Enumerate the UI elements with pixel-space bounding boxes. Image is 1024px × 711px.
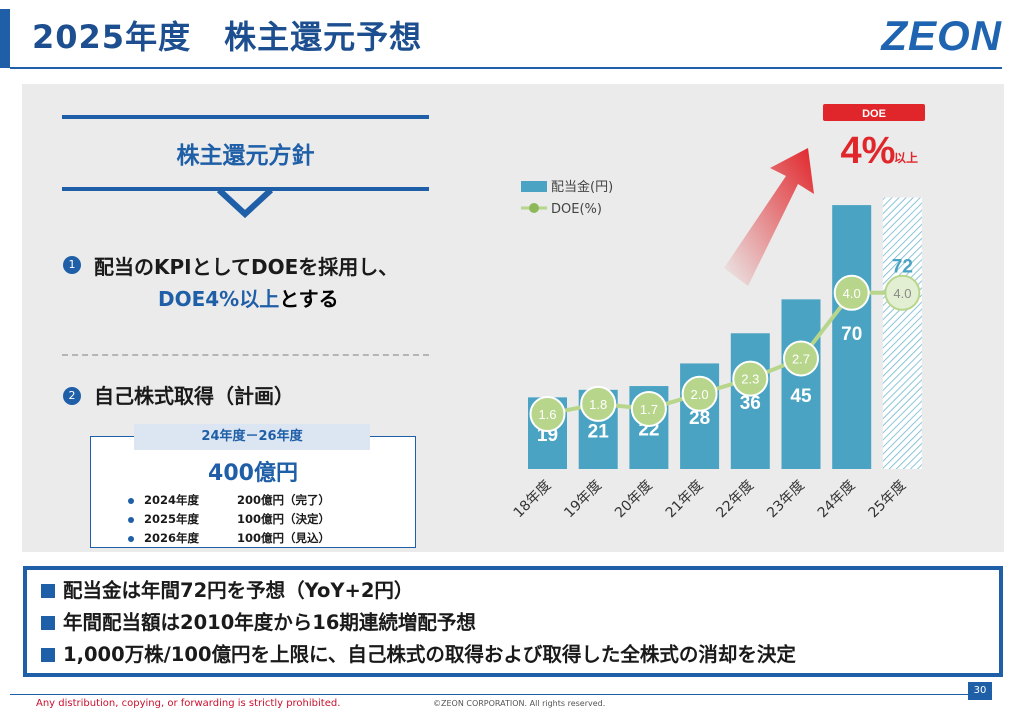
buyback-year: 2025年度 [144,512,200,526]
dividend-bar-forecast [882,197,922,469]
buyback-year: 2024年度 [144,493,200,507]
doe-point [833,274,870,311]
dividend-value-label: 70 [841,324,862,345]
dividend-value-label: 36 [740,393,761,414]
title-divider [10,67,1002,69]
buyback-amount: 100億円（決定） [237,512,331,526]
buyback-period: 24年度－26年度 [134,424,370,450]
doe-point [732,360,769,397]
page-number: 30 [968,682,992,700]
buyback-amount: 100億円（見込） [237,531,331,545]
x-tick-label: 23年度 [764,478,808,522]
buyback-total: 400億円 [208,461,298,486]
dividend-value-label: 28 [689,408,710,429]
buyback-row: 2024年度 200億円（完了） [128,492,330,508]
x-tick-label: 21年度 [663,478,707,522]
summary-text: 配当金は年間72円を予想（YoY+2円） [63,579,414,602]
doe-callout-value: 4% [841,130,896,172]
summary-text: 年間配当額は2010年度から16期連続増配予想 [63,611,476,634]
buyback-box [90,436,416,548]
policy-bottom-rule [62,187,429,191]
title-accent-bar [0,9,10,68]
summary-box: 配当金は年間72円を予想（YoY+2円） 年間配当額は2010年度から16期連続… [23,566,1003,677]
doe-badge [823,104,925,121]
policy-heading: 株主還元方針 [176,143,315,169]
doe-point [630,390,667,427]
doe-callout-suffix: 以上 [894,150,918,165]
distribution-notice: Any distribution, copying, or forwarding… [36,698,341,709]
doe-value-label: 1.6 [538,407,556,422]
buyback-amount: 200億円（完了） [237,493,331,507]
doe-value-label: 2.0 [691,387,709,402]
bullet-square [41,648,55,662]
x-tick-label: 19年度 [561,478,605,522]
doe-target-rest: とする [279,287,339,311]
doe-target-highlight: DOE4%以上 [158,287,280,311]
doe-point [783,340,819,377]
dividend-value-label: 72 [892,257,913,278]
doe-point [681,375,718,412]
bullet-dot [128,497,134,504]
doe-value-label: 2.7 [792,351,810,366]
bullet-square [41,616,55,630]
buyback-year: 2026年度 [144,531,200,545]
doe-value-label: 1.8 [589,397,607,412]
x-tick-label: 22年度 [713,478,757,522]
legend-marker-doe [529,203,539,213]
section-dashed-divider [62,354,429,356]
x-tick-label: 25年度 [866,478,910,522]
dividend-bar [781,299,821,469]
dividend-bar [832,205,872,469]
copyright: ©ZEON CORPORATION. All rights reserved. [433,699,606,708]
down-arrow-icon [216,187,274,219]
item-number-1: 1 [63,256,81,274]
doe-value-label: 2.3 [741,372,759,387]
page-title: 2025年度 株主還元予想 [32,18,423,56]
doe-badge-label: DOE [862,108,886,120]
zeon-logo: ZEON [881,12,1002,59]
policy-item-2: 自己株式取得（計画） [94,384,294,408]
item-number-2: 2 [63,387,81,405]
growth-arrow-icon [724,148,814,286]
summary-line: 配当金は年間72円を予想（YoY+2円） [41,574,413,603]
policy-top-rule [62,115,429,119]
policy-item-1-line1: 配当のKPIとしてDOEを採用し、 [94,255,399,279]
x-tick-label: 20年度 [612,478,656,522]
doe-point [529,396,566,432]
bullet-dot [128,516,134,523]
policy-item-1-line2: DOE4%以上とする [158,283,339,312]
legend-label-dividend: 配当金(円) [551,179,613,195]
summary-text: 1,000万株/100億円を上限に、自己株式の取得および取得した全株式の消却を決… [63,643,796,666]
legend-label-doe: DOE(%) [551,202,602,217]
doe-value-label: 1.7 [640,402,658,417]
x-tick-label: 18年度 [511,478,555,522]
buyback-row: 2026年度 100億円（見込） [128,530,330,546]
x-tick-label: 24年度 [815,478,859,522]
doe-value-label: 4.0 [893,286,911,301]
buyback-row: 2025年度 100億円（決定） [128,511,330,527]
bullet-square [41,584,55,598]
doe-point [580,385,617,422]
legend-swatch-dividend [521,181,547,192]
summary-line: 年間配当額は2010年度から16期連続増配予想 [41,606,476,635]
dividend-value-label: 45 [790,386,812,407]
dividend-bar [730,333,770,469]
dividend-value-label: 21 [588,421,610,442]
summary-line: 1,000万株/100億円を上限に、自己株式の取得および取得した全株式の消却を決… [41,638,796,667]
doe-point [884,274,921,311]
doe-value-label: 4.0 [843,286,861,301]
bullet-dot [128,535,134,542]
footer-divider [10,694,968,695]
